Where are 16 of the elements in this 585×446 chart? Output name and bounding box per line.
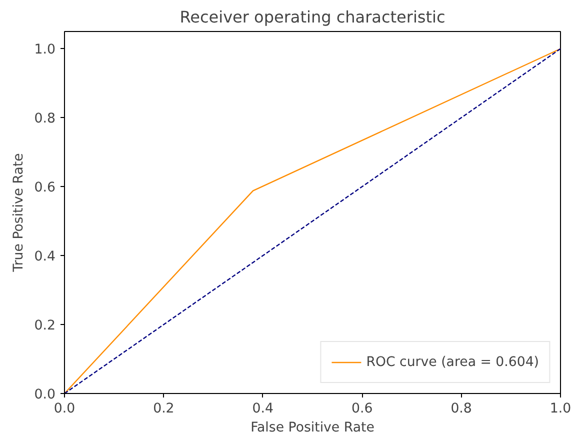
x-tick-label: 0.8: [450, 402, 472, 416]
y-tick-label: 0.6: [34, 180, 56, 196]
x-tick-label: 0.2: [153, 402, 174, 416]
y-tick-label: 0.4: [34, 250, 56, 265]
chart-title: Receiver operating characteristic: [180, 8, 446, 26]
x-tick-label: 1.0: [550, 402, 572, 416]
x-tick-label: 0.4: [252, 402, 274, 416]
x-axis-title: False Positive Rate: [250, 420, 374, 436]
y-axis-title: True Positive Rate: [11, 153, 26, 273]
y-tick-label: 1.0: [34, 42, 56, 58]
y-tick-label: 0.8: [34, 112, 56, 127]
y-tick-label: 0.0: [34, 388, 56, 402]
legend-label: ROC curve (area = 0.604): [366, 354, 539, 370]
x-tick-label: 0.6: [352, 402, 373, 416]
y-tick-label: 0.2: [34, 318, 56, 334]
x-tick-label: 0.0: [54, 402, 76, 416]
